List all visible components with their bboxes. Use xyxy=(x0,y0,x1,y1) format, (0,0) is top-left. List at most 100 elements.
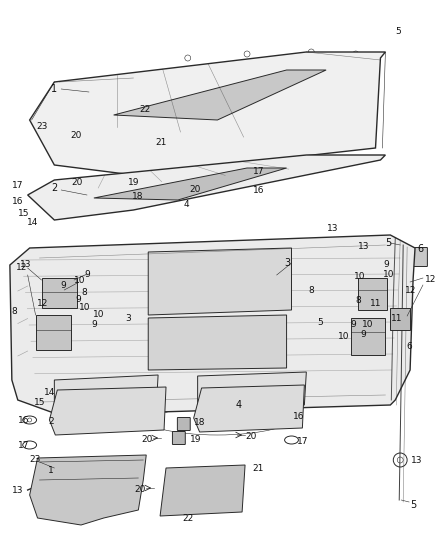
Text: 9: 9 xyxy=(92,320,97,328)
Text: 12: 12 xyxy=(425,275,436,284)
Text: 20: 20 xyxy=(71,178,83,187)
Text: 3: 3 xyxy=(285,258,291,268)
Text: 17: 17 xyxy=(297,437,308,446)
Text: 8: 8 xyxy=(356,296,361,305)
Text: 5: 5 xyxy=(318,318,323,327)
Polygon shape xyxy=(35,315,71,350)
Text: 17: 17 xyxy=(253,167,265,176)
Circle shape xyxy=(164,406,168,410)
Polygon shape xyxy=(390,308,410,330)
Text: 10: 10 xyxy=(93,310,104,319)
Text: 5: 5 xyxy=(410,500,417,510)
Bar xyxy=(173,476,185,494)
Polygon shape xyxy=(49,387,166,435)
Text: 9: 9 xyxy=(383,260,389,269)
Text: 5: 5 xyxy=(385,238,392,248)
Text: 11: 11 xyxy=(391,314,403,323)
Polygon shape xyxy=(42,278,77,308)
Text: 23: 23 xyxy=(30,455,41,464)
Polygon shape xyxy=(358,278,387,310)
Text: 17: 17 xyxy=(12,181,24,190)
Circle shape xyxy=(65,282,69,286)
Polygon shape xyxy=(28,155,385,220)
Circle shape xyxy=(46,282,49,286)
Polygon shape xyxy=(148,248,292,315)
Text: 9: 9 xyxy=(361,330,367,339)
Circle shape xyxy=(53,410,57,414)
Polygon shape xyxy=(194,385,304,432)
Text: 20: 20 xyxy=(70,132,81,140)
Polygon shape xyxy=(10,235,415,415)
Polygon shape xyxy=(30,52,385,175)
Text: 9: 9 xyxy=(351,320,357,329)
Bar xyxy=(205,476,217,494)
Text: 5: 5 xyxy=(396,28,401,36)
Polygon shape xyxy=(148,315,286,370)
Text: 10: 10 xyxy=(338,332,350,341)
Text: 10: 10 xyxy=(79,303,90,312)
Bar xyxy=(212,396,279,420)
Text: 20: 20 xyxy=(134,485,146,494)
Text: 20: 20 xyxy=(245,432,256,441)
Text: 23: 23 xyxy=(37,123,48,131)
Text: 14: 14 xyxy=(43,388,55,397)
Text: 10: 10 xyxy=(74,276,85,285)
Bar xyxy=(397,347,403,349)
Polygon shape xyxy=(94,168,286,200)
Bar xyxy=(79,465,89,480)
Text: 15: 15 xyxy=(18,209,29,217)
Text: 17: 17 xyxy=(18,441,29,450)
Text: 16: 16 xyxy=(18,416,29,425)
Bar xyxy=(394,337,400,339)
Text: 2: 2 xyxy=(48,417,54,425)
Text: 8: 8 xyxy=(81,288,87,296)
Bar xyxy=(64,465,74,480)
Bar xyxy=(221,476,233,494)
Circle shape xyxy=(360,281,365,285)
FancyBboxPatch shape xyxy=(173,432,185,445)
Text: 4: 4 xyxy=(183,200,189,208)
FancyBboxPatch shape xyxy=(413,247,427,266)
Text: 11: 11 xyxy=(370,300,381,308)
Text: 19: 19 xyxy=(127,178,139,187)
Text: 18: 18 xyxy=(194,418,205,427)
Text: 9: 9 xyxy=(75,295,81,304)
Text: 19: 19 xyxy=(190,435,201,444)
Bar xyxy=(190,476,201,494)
Text: 10: 10 xyxy=(383,270,395,279)
Text: 2: 2 xyxy=(51,183,58,193)
Text: 16: 16 xyxy=(293,412,304,421)
Text: 9: 9 xyxy=(60,281,66,289)
Text: 6: 6 xyxy=(406,342,412,351)
Text: 4: 4 xyxy=(235,400,241,410)
Text: 20: 20 xyxy=(141,435,153,444)
Text: 13: 13 xyxy=(12,486,23,495)
Text: 1: 1 xyxy=(51,84,57,94)
Bar xyxy=(109,465,119,480)
Text: 18: 18 xyxy=(132,192,143,200)
Text: 22: 22 xyxy=(139,105,151,114)
Text: 12: 12 xyxy=(16,263,27,272)
Text: 15: 15 xyxy=(34,398,45,407)
Polygon shape xyxy=(160,465,245,516)
Text: 13: 13 xyxy=(20,261,32,269)
Text: 3: 3 xyxy=(125,314,131,323)
Text: 10: 10 xyxy=(353,272,365,280)
Text: 21: 21 xyxy=(252,464,263,473)
Polygon shape xyxy=(198,372,306,410)
Polygon shape xyxy=(351,318,385,355)
Text: 12: 12 xyxy=(37,300,48,308)
Bar xyxy=(49,465,59,480)
Text: 8: 8 xyxy=(309,286,314,295)
Text: 14: 14 xyxy=(27,219,38,227)
Text: 21: 21 xyxy=(156,139,167,147)
Text: 20: 20 xyxy=(189,185,201,193)
Text: 13: 13 xyxy=(358,242,369,251)
Text: 9: 9 xyxy=(84,270,90,279)
Text: 16: 16 xyxy=(11,197,23,206)
Text: 16: 16 xyxy=(253,187,265,195)
FancyBboxPatch shape xyxy=(212,397,230,415)
Bar xyxy=(69,398,138,423)
Polygon shape xyxy=(54,375,158,415)
Text: 22: 22 xyxy=(183,514,194,523)
